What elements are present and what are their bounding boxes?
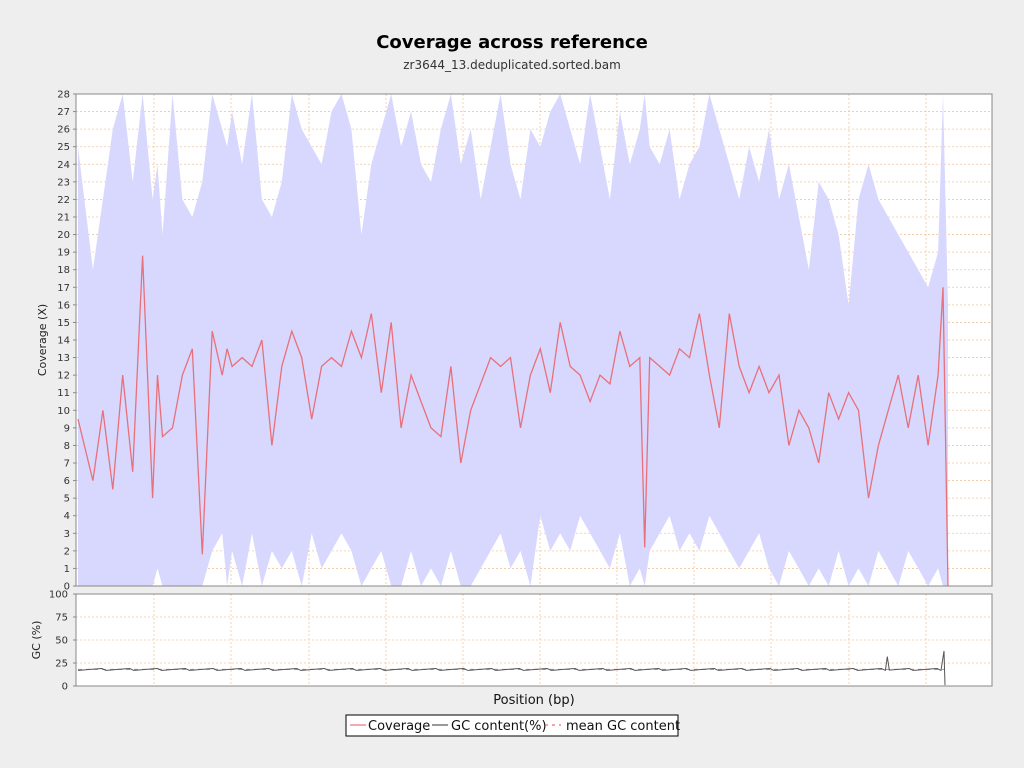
coverage-y-tick-label: 5 xyxy=(64,494,70,505)
coverage-y-tick-label: 8 xyxy=(64,441,70,452)
coverage-y-tick-label: 0 xyxy=(64,582,70,593)
coverage-y-tick-label: 21 xyxy=(57,213,70,224)
coverage-y-tick-label: 7 xyxy=(64,459,70,470)
legend-label-coverage: Coverage xyxy=(368,719,430,734)
coverage-y-tick-label: 4 xyxy=(64,511,70,522)
coverage-panel: 0123456789101112131415161718192021222324… xyxy=(36,90,993,593)
coverage-y-tick-label: 13 xyxy=(57,353,70,364)
coverage-y-tick-label: 1 xyxy=(64,564,70,575)
gc-y-ticks: 0 25 50 75 100 xyxy=(49,590,76,693)
coverage-y-tick-label: 20 xyxy=(57,230,70,241)
chart-subtitle: zr3644_13.deduplicated.sorted.bam xyxy=(403,58,621,72)
coverage-y-tick-label: 27 xyxy=(57,107,70,118)
gc-panel: 0 25 50 75 100 GC (%) xyxy=(30,590,993,693)
coverage-y-tick-label: 23 xyxy=(57,177,70,188)
coverage-y-tick-label: 6 xyxy=(64,476,70,487)
chart-title: Coverage across reference xyxy=(376,32,648,53)
coverage-y-tick-label: 2 xyxy=(64,546,70,557)
gc-y-tick-label: 0 xyxy=(62,682,68,693)
coverage-y-tick-label: 11 xyxy=(57,388,70,399)
gc-content-line xyxy=(77,650,946,686)
coverage-y-tick-label: 28 xyxy=(57,90,70,101)
coverage-y-tick-label: 15 xyxy=(57,318,70,329)
coverage-y-axis-label: Coverage (X) xyxy=(36,304,49,376)
coverage-y-tick-label: 25 xyxy=(57,142,70,153)
gc-y-tick-label: 50 xyxy=(55,636,68,647)
coverage-y-tick-label: 10 xyxy=(57,406,70,417)
coverage-y-tick-label: 24 xyxy=(57,160,70,171)
coverage-line xyxy=(77,255,949,587)
coverage-y-tick-label: 9 xyxy=(64,423,70,434)
coverage-y-tick-label: 22 xyxy=(57,195,70,206)
legend-label-gc: GC content(%) xyxy=(451,719,547,734)
coverage-y-tick-label: 17 xyxy=(57,283,70,294)
coverage-y-tick-label: 19 xyxy=(57,248,70,259)
coverage-y-tick-label: 3 xyxy=(64,529,70,540)
coverage-band xyxy=(78,94,948,586)
x-axis-label: Position (bp) xyxy=(493,693,574,708)
coverage-y-tick-label: 12 xyxy=(57,371,70,382)
legend: Coverage GC content(%) mean GC content xyxy=(345,714,680,737)
coverage-y-tick-label: 26 xyxy=(57,125,70,136)
gc-y-tick-label: 100 xyxy=(49,590,68,601)
gc-y-tick-label: 75 xyxy=(55,613,68,624)
gc-y-axis-label: GC (%) xyxy=(30,621,43,660)
coverage-y-tick-label: 14 xyxy=(57,336,70,347)
coverage-y-ticks: 0123456789101112131415161718192021222324… xyxy=(57,90,76,593)
coverage-plot-border xyxy=(75,93,993,587)
coverage-y-tick-label: 18 xyxy=(57,265,70,276)
legend-label-mean-gc: mean GC content xyxy=(566,719,680,734)
legend-box xyxy=(345,714,679,737)
gc-plot-border xyxy=(75,593,993,687)
gc-y-tick-label: 25 xyxy=(55,659,68,670)
coverage-y-tick-label: 16 xyxy=(57,300,70,311)
